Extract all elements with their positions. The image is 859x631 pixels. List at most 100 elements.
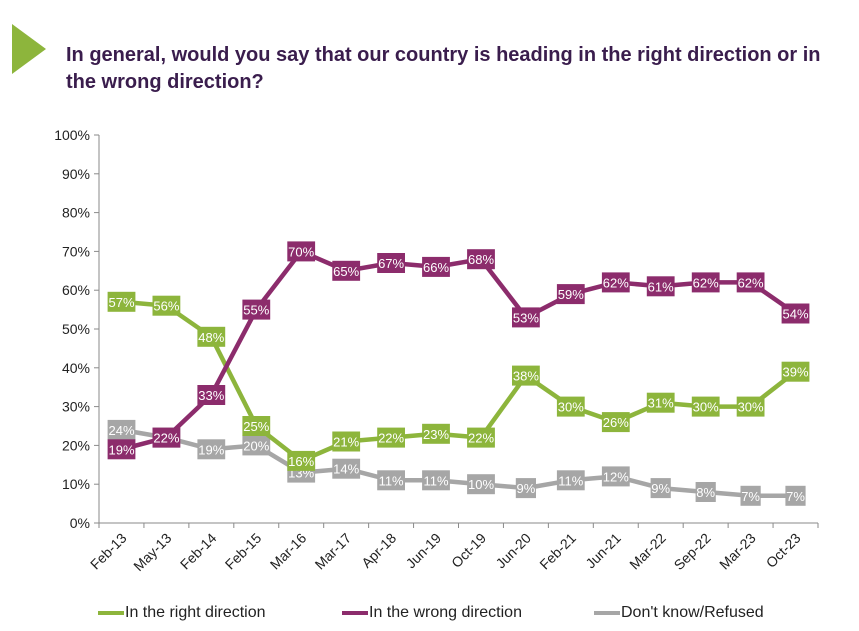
data-point <box>785 485 806 506</box>
data-label: 19% <box>108 442 134 457</box>
data-point <box>422 256 450 277</box>
y-tick-label: 20% <box>62 437 90 453</box>
page-title: In general, would you say that our count… <box>66 44 821 93</box>
data-point <box>467 427 495 448</box>
data-point <box>377 427 405 448</box>
data-point <box>467 249 495 270</box>
data-label: 19% <box>198 442 224 457</box>
data-point <box>512 365 540 386</box>
data-label: 22% <box>378 431 404 446</box>
x-tick-label: Sep-22 <box>671 530 714 573</box>
data-label: 23% <box>423 427 449 442</box>
y-tick-label: 100% <box>54 127 90 143</box>
legend-swatch <box>342 611 368 615</box>
data-label: 55% <box>243 303 269 318</box>
data-point <box>646 276 675 297</box>
legend-swatch <box>594 611 620 615</box>
legend-label: Don't know/Refused <box>621 604 764 621</box>
data-label: 11% <box>379 473 404 488</box>
data-label: 25% <box>243 419 269 434</box>
legend-item-wrong-direction: In the wrong direction <box>342 604 522 622</box>
data-point <box>107 291 136 312</box>
data-label: 62% <box>738 275 764 290</box>
data-label: 14% <box>333 462 359 477</box>
series-line <box>121 299 797 464</box>
x-tick-label: Mar-17 <box>312 530 355 573</box>
y-tick-label: 0% <box>70 515 90 531</box>
data-label: 48% <box>198 330 224 345</box>
legend-item-right-direction: In the right direction <box>98 604 266 622</box>
data-label: 16% <box>288 454 314 469</box>
data-point <box>242 416 271 436</box>
x-tick-label: Feb-13 <box>87 530 130 573</box>
data-point <box>467 474 495 495</box>
data-point <box>650 478 671 499</box>
data-label: 61% <box>648 279 674 294</box>
data-point <box>691 272 720 293</box>
data-label: 22% <box>468 431 494 446</box>
data-point <box>736 272 765 293</box>
data-label: 20% <box>243 438 269 453</box>
data-label: 11% <box>423 473 448 488</box>
data-label: 39% <box>782 365 808 380</box>
x-tick-label: Oct-19 <box>448 530 489 571</box>
data-point <box>781 361 810 382</box>
x-tick-label: Mar-16 <box>267 530 310 573</box>
y-tick-label: 40% <box>62 360 90 376</box>
legend-label: In the wrong direction <box>369 604 522 621</box>
data-label: 38% <box>513 369 539 384</box>
data-label: 66% <box>423 260 449 275</box>
data-point <box>556 284 585 305</box>
data-label: 70% <box>288 244 314 259</box>
data-label: 7% <box>786 489 805 504</box>
data-label: 9% <box>651 481 670 496</box>
x-tick-label: Feb-15 <box>222 530 265 573</box>
data-point <box>515 478 536 499</box>
y-tick-label: 60% <box>62 282 90 298</box>
data-label: 22% <box>153 431 179 446</box>
x-tick-label: Jun-21 <box>582 530 624 572</box>
y-tick-label: 80% <box>62 205 90 221</box>
data-label: 30% <box>558 400 584 415</box>
data-point <box>152 295 181 316</box>
legend-item-dont-know: Don't know/Refused <box>594 604 764 622</box>
chart-legend: In the right direction In the wrong dire… <box>0 604 859 626</box>
data-point <box>422 470 450 491</box>
data-point <box>377 470 405 491</box>
data-point <box>601 412 630 433</box>
data-label: 62% <box>693 275 719 290</box>
data-point <box>422 423 450 444</box>
data-label: 59% <box>558 287 584 302</box>
data-point <box>691 396 720 417</box>
data-label: 8% <box>696 485 715 500</box>
x-tick-label: Mar-23 <box>716 530 759 573</box>
y-tick-label: 30% <box>62 399 90 415</box>
y-tick-label: 70% <box>62 243 90 259</box>
series-line <box>121 427 796 499</box>
data-point <box>287 241 316 262</box>
data-label: 30% <box>738 400 764 415</box>
data-point <box>781 303 810 324</box>
x-tick-label: Oct-23 <box>763 530 804 571</box>
data-label: 56% <box>153 299 179 314</box>
data-point <box>107 419 136 440</box>
data-label: 30% <box>693 400 719 415</box>
data-label: 24% <box>108 423 134 438</box>
data-point <box>197 385 226 405</box>
data-label: 26% <box>603 415 629 430</box>
data-point <box>197 439 226 460</box>
data-label: 12% <box>603 469 629 484</box>
data-point <box>242 299 271 320</box>
x-tick-label: Jun-19 <box>403 530 445 572</box>
data-point <box>377 253 405 273</box>
data-point <box>107 439 136 460</box>
x-tick-label: Feb-14 <box>177 530 220 573</box>
data-point <box>332 458 361 479</box>
data-point <box>740 485 761 506</box>
data-point <box>512 307 540 328</box>
legend-label: In the right direction <box>125 604 266 621</box>
data-label: 31% <box>648 396 674 411</box>
data-label: 10% <box>468 477 494 492</box>
data-point <box>332 431 361 452</box>
data-point <box>556 470 585 491</box>
